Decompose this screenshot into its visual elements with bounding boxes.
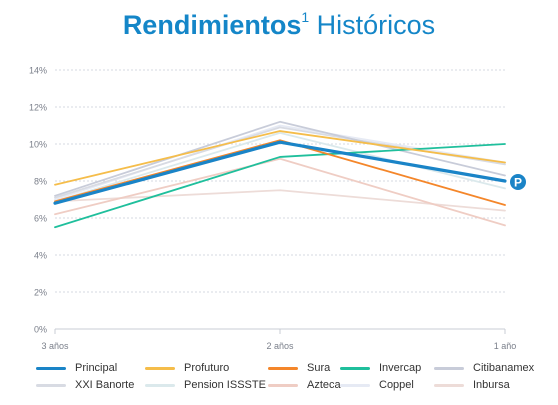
legend-label: Coppel — [379, 379, 414, 391]
principal-logo-icon — [510, 174, 526, 190]
series-line-pension-issste — [54, 131, 506, 203]
legend-swatch — [340, 383, 370, 387]
line-chart: 0% 2% 4% 6% 8% 10% 12% 14% 3 años 2 años 1 año P — [29, 66, 526, 351]
legend-label: Inbursa — [473, 379, 510, 391]
y-tick-label: 14% — [29, 66, 47, 76]
legend-label: XXI Banorte — [75, 379, 135, 391]
title-footnote-marker: 1 — [301, 9, 310, 25]
title-rest: Históricos — [309, 10, 436, 40]
legend-item-azteca: Azteca — [268, 377, 341, 393]
legend-label: Citibanamex — [473, 362, 535, 374]
legend-item-xxi-banorte: XXI Banorte — [36, 377, 134, 393]
legend-label: Profuturo — [184, 362, 230, 374]
y-tick-label: 12% — [29, 103, 47, 113]
legend-item-principal: Principal — [36, 360, 117, 376]
legend-item-sura: Sura — [268, 360, 330, 376]
series-line-principal — [53, 140, 507, 205]
legend-item-pension-issste: Pension ISSSTE — [145, 377, 266, 393]
series-line-azteca — [54, 157, 506, 227]
legend-swatch — [36, 366, 66, 370]
legend-swatch — [340, 366, 370, 370]
series-line-sura — [54, 139, 506, 206]
principal-logo-glyph: P — [514, 176, 522, 190]
legend-label: Pension ISSSTE — [184, 379, 266, 391]
legend-swatch — [145, 366, 175, 370]
series-line-coppel — [54, 124, 506, 201]
legend-label: Azteca — [307, 379, 341, 391]
series-line-citibanamex — [54, 120, 506, 197]
series-line-profuturo — [54, 130, 506, 186]
legend-swatch — [145, 383, 175, 387]
y-tick-label: 2% — [34, 288, 47, 298]
y-tick-label: 6% — [34, 214, 47, 224]
legend-swatch — [268, 366, 298, 370]
legend-swatch — [268, 383, 298, 387]
legend-label: Sura — [307, 362, 331, 374]
legend-swatch — [434, 366, 464, 370]
legend-item-coppel: Coppel — [340, 377, 414, 393]
legend-label: Principal — [75, 362, 118, 374]
legend-item-citibanamex: Citibanamex — [434, 360, 534, 376]
x-tick-label: 2 años — [266, 341, 294, 351]
y-tick-label: 10% — [29, 140, 47, 150]
series-line-invercap — [54, 143, 506, 229]
x-tick-label: 3 años — [41, 341, 69, 351]
legend-label: Invercap — [379, 362, 422, 374]
legend-item-inbursa: Inbursa — [434, 377, 510, 393]
title-bold: Rendimientos — [122, 10, 302, 40]
y-tick-label: 4% — [34, 251, 47, 261]
y-tick-label: 0% — [34, 325, 47, 335]
legend-swatch — [36, 383, 66, 387]
x-tick-label: 1 año — [494, 341, 517, 351]
legend-swatch — [434, 383, 464, 387]
legend-item-invercap: Invercap — [340, 360, 421, 376]
series-line-inbursa — [54, 189, 506, 212]
legend-item-profuturo: Profuturo — [145, 360, 229, 376]
series-line-xxi-banorte — [54, 126, 506, 199]
chart-title: Rendimientos1 Históricos — [0, 9, 558, 41]
y-tick-label: 8% — [34, 177, 47, 187]
